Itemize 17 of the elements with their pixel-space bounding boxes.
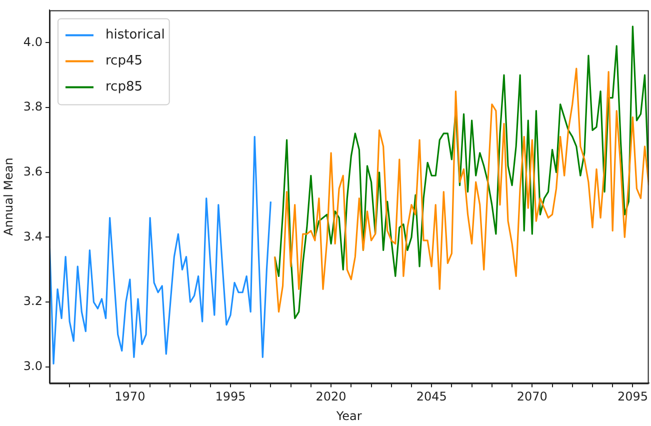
x-tick-label: 2095 (617, 390, 648, 404)
legend-label: historical (105, 28, 165, 43)
y-tick-label: 3.8 (23, 100, 42, 114)
y-tick-label: 3.2 (23, 294, 42, 308)
legend-label: rcp45 (105, 54, 142, 69)
legend-label: rcp85 (105, 80, 142, 95)
x-tick-label: 2070 (516, 390, 548, 404)
x-tick-label: 1970 (114, 390, 146, 404)
y-tick-label: 3.6 (23, 164, 42, 178)
y-tick-label: 3.0 (23, 359, 42, 374)
y-axis-title: Annual Mean (1, 158, 16, 236)
y-tick-label: 4.0 (23, 34, 42, 49)
y-tick-label: 3.4 (23, 229, 42, 244)
x-axis-title: Year (335, 408, 362, 423)
x-tick-label: 1995 (215, 390, 246, 404)
x-tick-label: 2045 (416, 390, 447, 404)
x-tick-label: 2020 (316, 390, 346, 404)
